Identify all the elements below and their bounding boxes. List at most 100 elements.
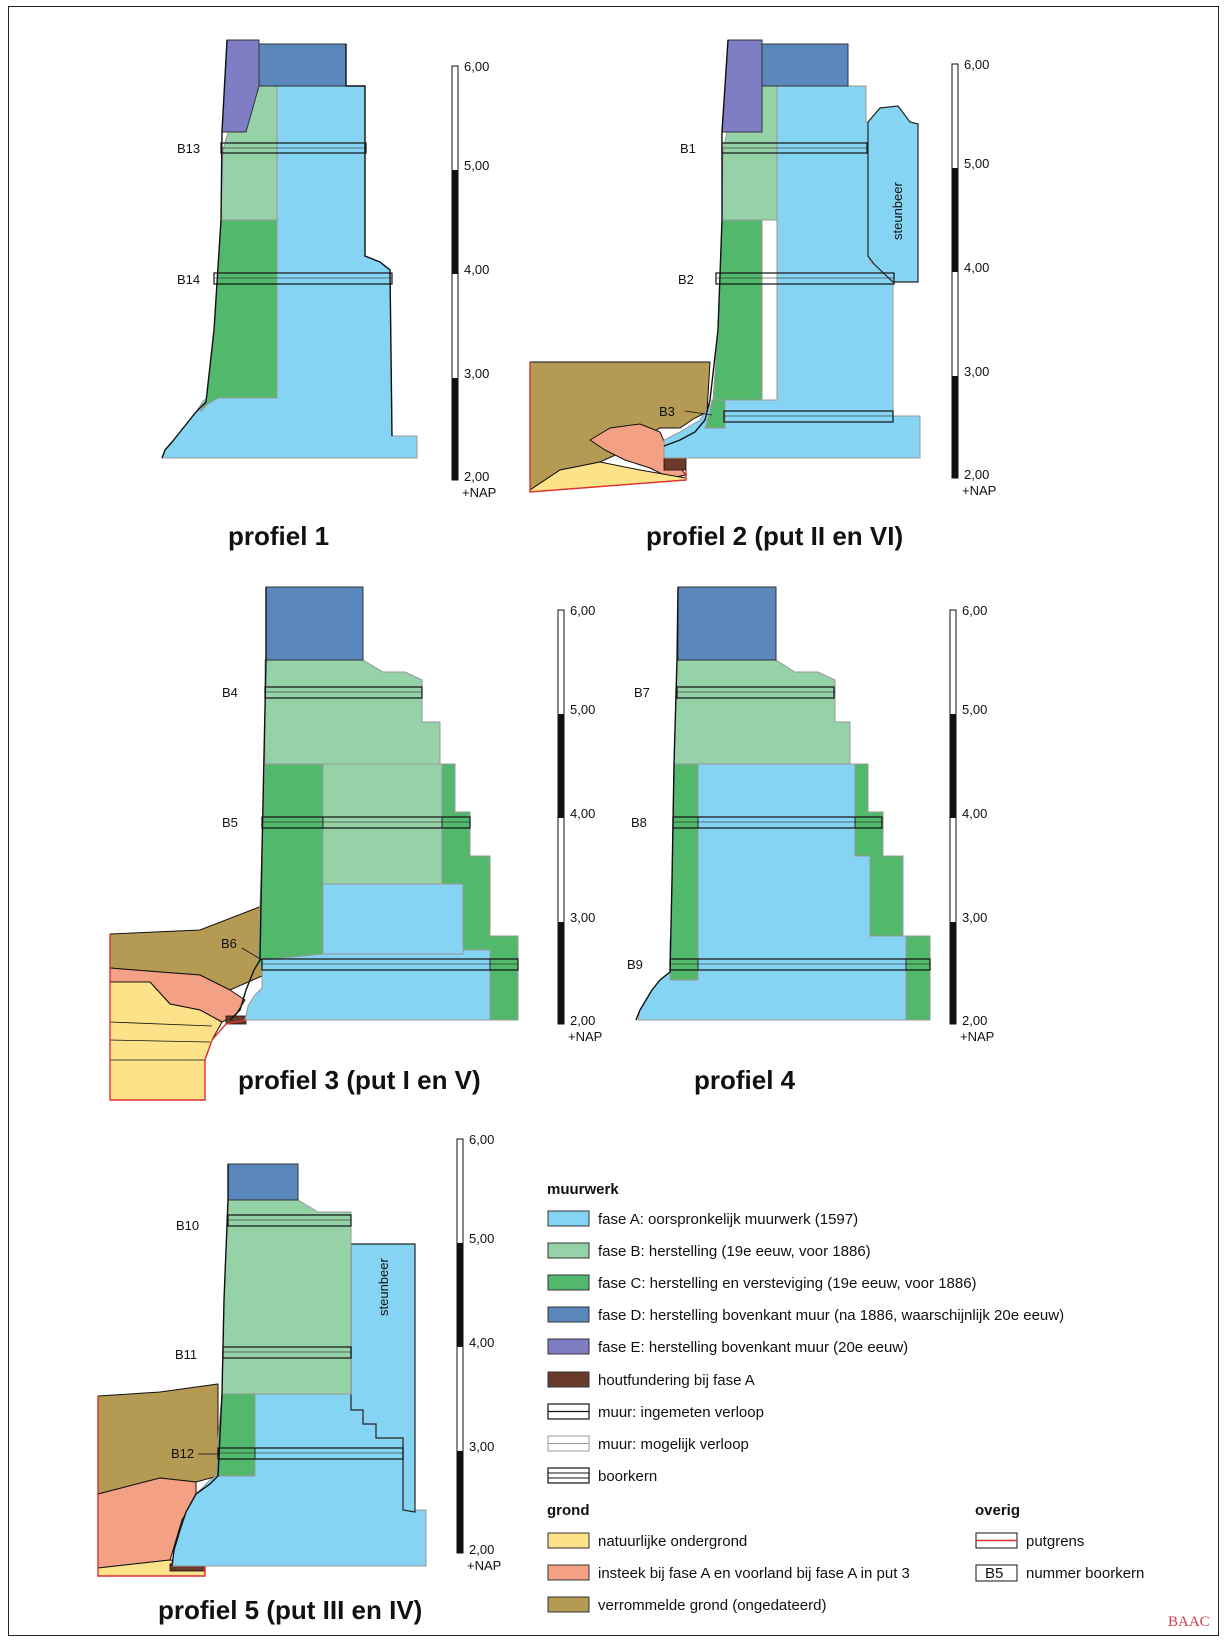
svg-text:3,00: 3,00 (964, 364, 989, 379)
profile-3-fase-b (264, 659, 441, 765)
profile-title: profiel 4 (694, 1065, 796, 1095)
svg-text:3,00: 3,00 (962, 910, 987, 925)
svg-text:5,00: 5,00 (570, 702, 595, 717)
svg-text:+NAP: +NAP (962, 483, 996, 498)
profile-2-steunbeer (867, 105, 919, 283)
legend-label: natuurlijke ondergrond (598, 1533, 747, 1550)
profile-2-outline (663, 39, 729, 447)
legend-label: fase E: herstelling bovenkant muur (20e … (598, 1339, 908, 1356)
legend-swatch-fase-e (547, 1338, 590, 1355)
core-label: B11 (175, 1347, 197, 1362)
core-label: B1 (680, 141, 696, 156)
profile-2-fase-d (761, 43, 849, 87)
svg-text:2,00: 2,00 (962, 1013, 987, 1028)
figure-frame (8, 6, 1219, 1636)
scale-bar-5: 6,00 5,00 4,00 3,00 2,00 +NAP (456, 1132, 501, 1573)
profile-1-fase-d (258, 43, 347, 87)
svg-text:6,00: 6,00 (464, 59, 489, 74)
legend-swatch-hout (547, 1371, 590, 1388)
profile-3-core-b4 (264, 686, 423, 699)
svg-text:5,00: 5,00 (964, 156, 989, 171)
legend-label: muur: ingemeten verloop (598, 1404, 764, 1421)
core-label: B14 (177, 272, 200, 287)
profile-5-fase-d (227, 1163, 299, 1201)
legend-swatch-fase-a (547, 1210, 590, 1227)
legend-swatch-fase-d (547, 1306, 590, 1323)
profile-3-fase-a-top (322, 883, 464, 955)
profile-5-fase-c (215, 1393, 256, 1477)
core-label: B9 (627, 957, 643, 972)
legend: muurwerk fase A: oorspronkelijk muurwerk… (547, 1181, 1144, 1614)
svg-text:5,00: 5,00 (464, 158, 489, 173)
core-label: B4 (222, 685, 238, 700)
profile-1-fase-a (161, 85, 418, 459)
legend-label: nummer boorkern (1026, 1565, 1144, 1582)
legend-label: boorkern (598, 1468, 657, 1485)
legend-swatch-ingemeten (547, 1403, 590, 1420)
profile-5: B10 B11 B12 steunbeer profiel 5 (put III… (97, 1163, 427, 1625)
legend-swatch-mogelijk (547, 1435, 590, 1452)
svg-text:2,00: 2,00 (469, 1542, 494, 1557)
profile-1-core-b14 (213, 272, 393, 285)
profile-4-core-b9 (669, 958, 931, 971)
profile-title: profiel 3 (put I en V) (238, 1065, 481, 1095)
profile-4-fase-b (673, 659, 851, 765)
profile-3-putgrens (109, 934, 247, 1101)
svg-text:2,00: 2,00 (570, 1013, 595, 1028)
legend-swatch-natuurlijk (547, 1532, 590, 1549)
profile-3-core-b5 (261, 816, 471, 829)
profile-3-fase-b-mid (322, 763, 443, 885)
svg-text:5,00: 5,00 (469, 1231, 494, 1246)
legend-label: verrommelde grond (ongedateerd) (598, 1597, 826, 1614)
profile-3-core-b6 (261, 958, 519, 971)
profile-1-outline-right (345, 44, 393, 437)
scale-bar-3: 6,00 5,00 4,00 3,00 2,00 +NAP (557, 603, 602, 1044)
profile-2-core-b3 (723, 410, 894, 423)
svg-text:4,00: 4,00 (464, 262, 489, 277)
svg-text:6,00: 6,00 (962, 603, 987, 618)
core-label: B3 (659, 404, 675, 419)
profile-5-core-b12 (217, 1447, 404, 1460)
scale-bar-4: 6,00 5,00 4,00 3,00 2,00 +NAP (949, 603, 994, 1044)
legend-swatch-insteek (547, 1564, 590, 1581)
svg-text:4,00: 4,00 (962, 806, 987, 821)
legend-swatch-nummer (975, 1564, 1018, 1582)
profile-4-fase-d (677, 586, 777, 661)
svg-text:3,00: 3,00 (469, 1439, 494, 1454)
legend-label: putgrens (1026, 1533, 1084, 1550)
svg-text:2,00: 2,00 (964, 467, 989, 482)
core-label: B2 (678, 272, 694, 287)
profile-5-putgrens (97, 1396, 206, 1577)
profile-title: profiel 2 (put II en VI) (646, 521, 903, 551)
core-label: B13 (177, 141, 200, 156)
svg-text:6,00: 6,00 (469, 1132, 494, 1147)
legend-label: fase D: herstelling bovenkant muur (na 1… (598, 1307, 1064, 1324)
legend-swatch-boorkern (547, 1467, 590, 1484)
svg-text:4,00: 4,00 (570, 806, 595, 821)
legend-label: fase B: herstelling (19e eeuw, voor 1886… (598, 1243, 871, 1260)
legend-heading-overig: overig (975, 1502, 1020, 1519)
core-label: B8 (631, 815, 647, 830)
profile-4-core-b8 (672, 816, 883, 829)
profile-5-steunbeer (350, 1243, 416, 1513)
steunbeer-label: steunbeer (890, 182, 905, 240)
steunbeer-label: steunbeer (376, 1258, 391, 1316)
scale-bar-2: 6,00 5,00 4,00 3,00 2,00 +NAP (951, 57, 996, 498)
profile-2-fase-e (721, 39, 763, 133)
profile-2: B1 B2 B3 steunbeer profiel 2 (put II en … (529, 39, 921, 551)
svg-text:2,00: 2,00 (464, 469, 489, 484)
core-label: B5 (222, 815, 238, 830)
profile-title: profiel 1 (228, 521, 329, 551)
svg-text:+NAP: +NAP (467, 1558, 501, 1573)
legend-label: insteek bij fase A en voorland bij fase … (598, 1565, 910, 1582)
profile-1-fase-c (199, 219, 278, 413)
profile-4-fase-c (669, 763, 699, 981)
svg-text:4,00: 4,00 (469, 1335, 494, 1350)
profile-4-core-b7 (676, 686, 835, 699)
profile-1: B13 B14 profiel 1 (161, 39, 418, 551)
legend-swatch-putgrens (975, 1532, 1018, 1549)
svg-text:5,00: 5,00 (962, 702, 987, 717)
profile-5-fase-b (221, 1199, 352, 1395)
legend-label: fase C: herstelling en versteviging (19e… (598, 1275, 977, 1292)
